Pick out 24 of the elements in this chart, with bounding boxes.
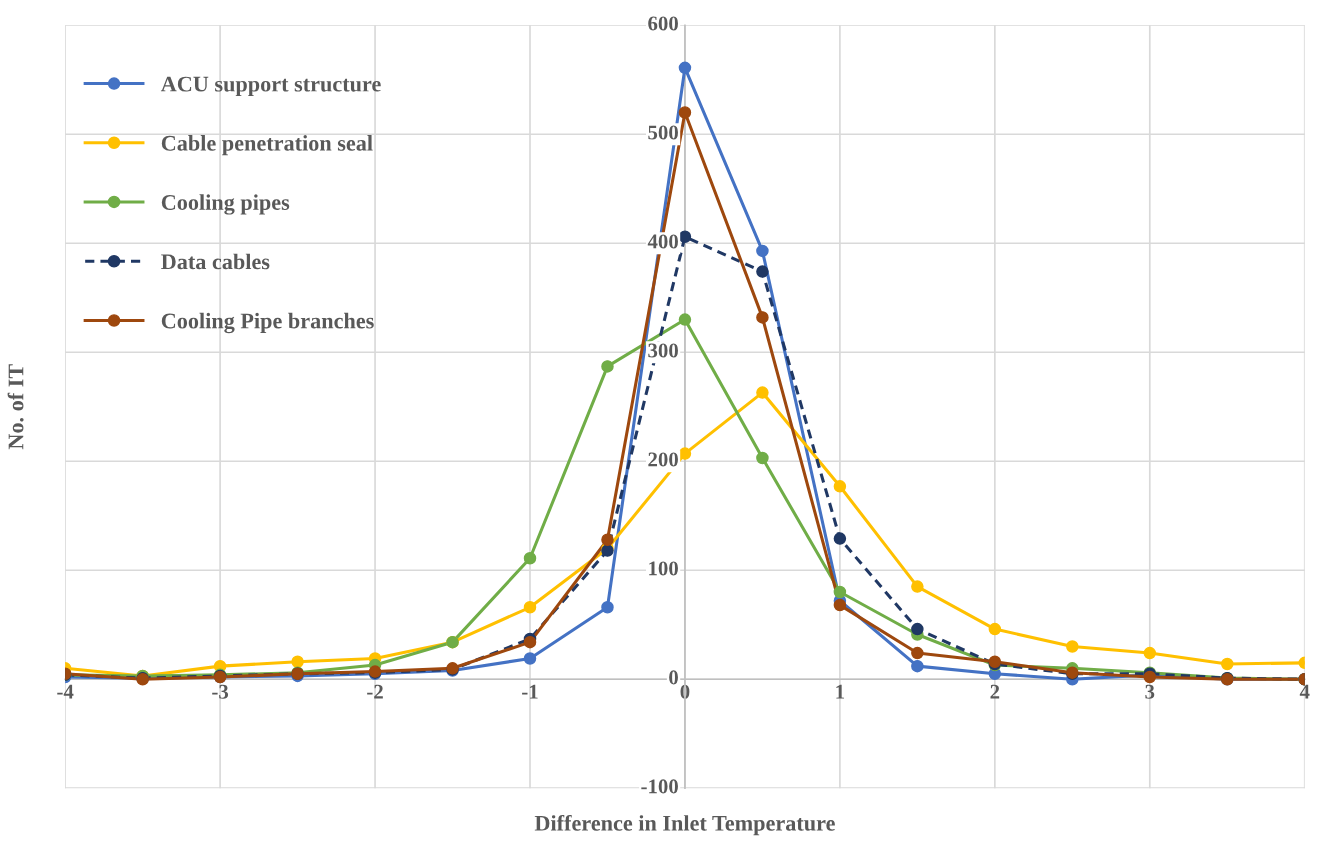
legend-label: Cable penetration seal bbox=[161, 135, 373, 156]
y-tick-label: 300 bbox=[648, 343, 678, 358]
x-tick-label: 0 bbox=[680, 684, 690, 699]
y-tick-label: 100 bbox=[649, 561, 678, 576]
x-axis-title: Difference in Inlet Temperature bbox=[534, 814, 835, 836]
y-tick-label: 200 bbox=[648, 452, 678, 467]
y-axis-title: No. of IT bbox=[7, 364, 24, 450]
y-tick-label: 0 bbox=[669, 670, 678, 685]
y-tick-label: -100 bbox=[641, 779, 678, 794]
x-tick-label: 1 bbox=[836, 684, 845, 699]
y-tick-label: 400 bbox=[647, 234, 678, 249]
x-tick-label: -3 bbox=[212, 684, 229, 699]
x-tick-label: -2 bbox=[367, 684, 383, 699]
x-tick-label: 3 bbox=[1145, 684, 1155, 699]
y-tick-label: 600 bbox=[648, 16, 678, 31]
y-tick-label: 500 bbox=[648, 125, 678, 140]
x-tick-label: 4 bbox=[1299, 684, 1310, 699]
legend-label: Data cables bbox=[161, 253, 270, 270]
legend-label: Cooling pipes bbox=[161, 194, 290, 215]
x-tick-label: -4 bbox=[57, 684, 74, 699]
x-tick-label: 2 bbox=[990, 684, 1000, 699]
legend-label: ACU support structure bbox=[160, 76, 381, 97]
x-tick-label: -1 bbox=[522, 684, 538, 699]
legend-label: Cooling Pipe branches bbox=[161, 312, 374, 334]
